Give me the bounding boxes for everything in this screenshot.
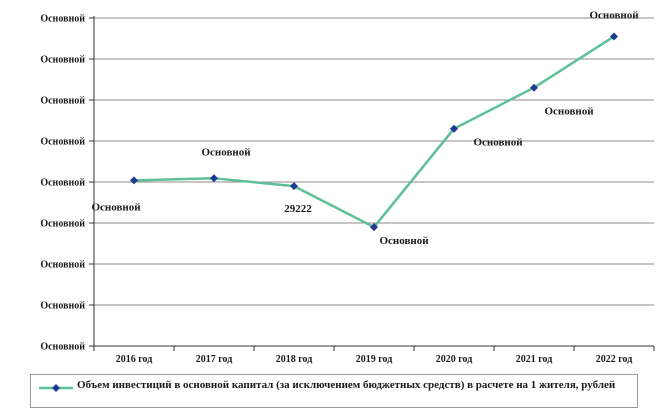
y-tick-label: Основной xyxy=(40,178,85,189)
data-point xyxy=(370,223,378,232)
y-tick-label: Основной xyxy=(40,301,85,312)
data-label: Основной xyxy=(473,137,523,149)
y-tick-label: Основной xyxy=(40,137,85,148)
data-point xyxy=(210,174,218,183)
data-label: Основной xyxy=(201,146,251,158)
data-label: Основной xyxy=(544,106,594,118)
series-line xyxy=(133,35,615,229)
data-point xyxy=(290,182,298,191)
x-tick-label: 2020 год xyxy=(436,354,473,365)
x-tick-label: 2021 год xyxy=(516,354,553,365)
x-tick-label: 2018 год xyxy=(276,354,313,365)
data-label: Основной xyxy=(91,201,141,213)
legend-series-label: Объем инвестиций в основной капитал (за … xyxy=(77,379,616,391)
y-tick-label: Основной xyxy=(40,219,85,230)
data-label: Основной xyxy=(379,235,429,247)
legend: Объем инвестиций в основной капитал (за … xyxy=(30,374,638,408)
y-tick-label: Основной xyxy=(40,55,85,66)
x-tick-label: 2019 год xyxy=(356,354,393,365)
data-point xyxy=(610,32,618,41)
data-point xyxy=(450,124,458,133)
y-tick-label: Основной xyxy=(40,96,85,107)
x-tick-label: 2022 год xyxy=(596,354,633,365)
legend-marker xyxy=(39,384,73,392)
x-tick-label: 2017 год xyxy=(196,354,233,365)
y-tick-label: Основной xyxy=(40,14,85,25)
data-point xyxy=(530,83,538,92)
data-point xyxy=(130,176,138,185)
line-chart: Основной Основной Основной Основной Основной… xyxy=(40,9,655,365)
y-tick-label: Основной xyxy=(40,342,85,353)
y-tick-label: Основной xyxy=(40,260,85,271)
x-tick-label: 2016 год xyxy=(116,354,153,365)
data-label: 29222 xyxy=(284,203,312,215)
data-label: Основной xyxy=(589,9,639,21)
